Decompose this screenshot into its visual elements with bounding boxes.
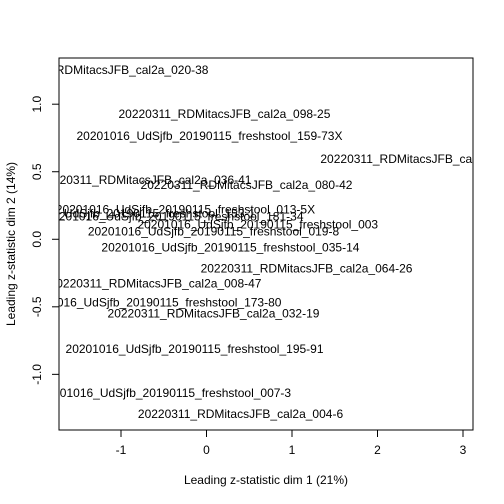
x-tick-label: 3	[460, 443, 467, 457]
point-label: 20220311_RDMitacsJFB_cal2a_020-38	[0, 63, 209, 77]
y-tick-label: 0.5	[30, 163, 44, 180]
point-label: 20201016_UdSjfb_20190115_freshstool_173-…	[23, 296, 281, 310]
x-tick-label: 2	[374, 443, 381, 457]
y-tick-label: 0.0	[30, 231, 44, 248]
point-label: 20220311_RDMitacsJFB_cal2a_004-6	[138, 407, 344, 421]
point-label: 20201016_UdSjfb_20190115_freshstool_153-…	[4, 206, 256, 220]
x-tick-label: -1	[116, 443, 127, 457]
point-label: 20220311_RDMitacsJFB_cal2a_036-41	[40, 173, 252, 187]
point-label: 20201016_UdSjfb_20190115_freshstool_003	[137, 217, 378, 231]
y-tick-label: -0.5	[30, 296, 44, 317]
point-label: 20220311_RDMitacsJFB_cal2a_080-42	[141, 178, 353, 192]
point-label: 20201016_UdSjfb_20190115_freshstool_013-…	[56, 202, 315, 216]
y-tick-label: 1.0	[30, 96, 44, 113]
point-label: 20220311_RDMitacsJFB_cal2a_064-26	[201, 262, 413, 276]
x-axis-label: Leading z-statistic dim 1 (21%)	[184, 473, 348, 487]
y-tick-label: -1.0	[30, 364, 44, 385]
point-label: 20201016_UdSjfb_20190115_freshstool_159-…	[76, 129, 342, 143]
point-label: 20201016_UdSjfb_20190115_freshstool_007-…	[40, 386, 292, 400]
plot-frame	[58, 57, 474, 431]
point-label: 20201016_UdSjfb_20190115_freshstool_195-…	[66, 342, 324, 356]
point-label: 20201016_UdSjfb_20190115_freshstool_019-…	[88, 224, 340, 238]
point-label: 20201016_UdSjfb_20190115_freshstool_181-…	[46, 209, 304, 223]
x-tick-label: 0	[203, 443, 210, 457]
y-axis-label: Leading z-statistic dim 2 (14%)	[4, 162, 18, 326]
point-label: 20201016_UdSjfb_20190115_freshstool_035-…	[101, 240, 359, 254]
point-label: 20220311_RDMitacsJFB_ca	[320, 152, 472, 166]
x-tick-label: 1	[289, 443, 296, 457]
point-label: 20220311_RDMitacsJFB_cal2a_008-47	[50, 277, 262, 291]
point-label: 20220311_RDMitacsJFB_cal2a_032-19	[108, 307, 320, 321]
labels: 20220311_RDMitacsJFB_cal2a_020-38 2022031…	[0, 63, 473, 421]
point-label: 20220311_RDMitacsJFB_cal2a_098-25	[118, 107, 330, 121]
